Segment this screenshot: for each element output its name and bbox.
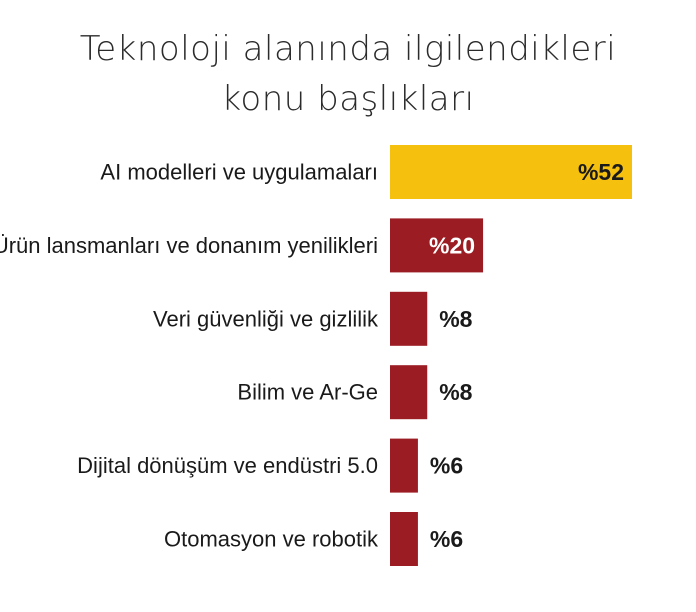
bar xyxy=(390,218,484,273)
value-label: %8 xyxy=(439,306,472,332)
bar xyxy=(390,438,418,493)
value-label: %8 xyxy=(439,379,472,405)
category-label: AI modelleri ve uygulamaları xyxy=(100,160,378,185)
bar xyxy=(390,512,418,566)
value-label: %20 xyxy=(429,232,475,258)
value-label: %6 xyxy=(430,453,463,479)
chart-title-line-2: konu başlıkları xyxy=(221,79,475,119)
category-label: Otomasyon ve robotik xyxy=(164,527,379,552)
category-label: Veri güvenliği ve gizlilik xyxy=(153,306,379,331)
bar xyxy=(390,365,428,420)
bar xyxy=(390,291,428,346)
bar xyxy=(390,145,632,199)
value-label: %6 xyxy=(430,526,463,552)
category-label: Ürün lansmanları ve donanım yenilikleri xyxy=(0,233,378,258)
value-label: %52 xyxy=(578,159,624,185)
category-label: Bilim ve Ar-Ge xyxy=(237,380,378,405)
category-label: Dijital dönüşüm ve endüstri 5.0 xyxy=(77,453,378,478)
chart-title: Teknoloji alanında ilgilendikleri konu b… xyxy=(0,24,696,124)
chart-title-line-1: Teknoloji alanında ilgilendikleri xyxy=(79,29,617,69)
